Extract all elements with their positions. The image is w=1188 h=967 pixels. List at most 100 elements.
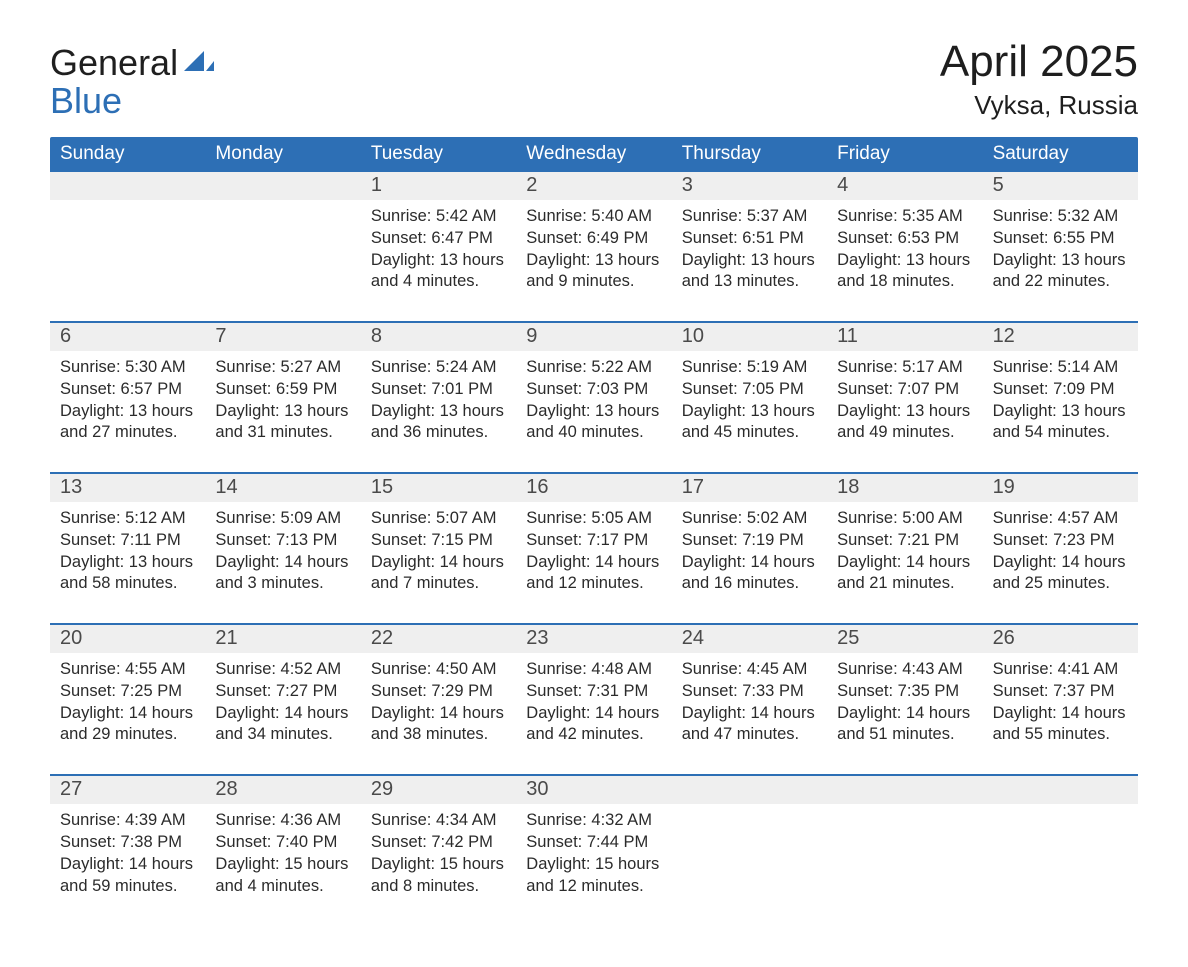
- sunset-text: Sunset: 7:21 PM: [837, 530, 972, 552]
- sunset-text: Sunset: 7:31 PM: [526, 681, 661, 703]
- sunset-text: Sunset: 6:57 PM: [60, 379, 195, 401]
- daylight-text: Daylight: 15 hours and 12 minutes.: [526, 854, 661, 898]
- day-number: 22: [361, 625, 516, 653]
- daylight-text: Daylight: 14 hours and 21 minutes.: [837, 552, 972, 596]
- title-block: April 2025 Vyksa, Russia: [940, 40, 1138, 121]
- day-number: 9: [516, 323, 671, 351]
- sunrise-text: Sunrise: 4:45 AM: [682, 659, 817, 681]
- day-cell: Sunrise: 4:45 AMSunset: 7:33 PMDaylight:…: [672, 653, 827, 756]
- daylight-text: Daylight: 14 hours and 7 minutes.: [371, 552, 506, 596]
- day-cell: Sunrise: 5:40 AMSunset: 6:49 PMDaylight:…: [516, 200, 671, 303]
- day-number: 14: [205, 474, 360, 502]
- day-cell: Sunrise: 5:12 AMSunset: 7:11 PMDaylight:…: [50, 502, 205, 605]
- day-cell: Sunrise: 4:39 AMSunset: 7:38 PMDaylight:…: [50, 804, 205, 907]
- sunrise-text: Sunrise: 5:37 AM: [682, 206, 817, 228]
- day-number: 23: [516, 625, 671, 653]
- sunrise-text: Sunrise: 5:32 AM: [993, 206, 1128, 228]
- daylight-text: Daylight: 14 hours and 25 minutes.: [993, 552, 1128, 596]
- sunset-text: Sunset: 7:13 PM: [215, 530, 350, 552]
- daynum-row: 27282930: [50, 776, 1138, 804]
- content-row: Sunrise: 5:12 AMSunset: 7:11 PM Daylight:…: [50, 502, 1138, 605]
- daylight-text: Daylight: 14 hours and 34 minutes.: [215, 703, 350, 747]
- daylight-text: Daylight: 14 hours and 51 minutes.: [837, 703, 972, 747]
- sunset-text: Sunset: 7:05 PM: [682, 379, 817, 401]
- day-number: 12: [983, 323, 1138, 351]
- sunset-text: Sunset: 7:40 PM: [215, 832, 350, 854]
- day-cell: Sunrise: 5:00 AMSunset: 7:21 PMDaylight:…: [827, 502, 982, 605]
- day-number: 6: [50, 323, 205, 351]
- day-cell: [827, 804, 982, 907]
- week-block: 12345Sunrise: 5:42 AMSunset: 6:47 PMDayl…: [50, 172, 1138, 303]
- daynum-row: 20212223242526: [50, 625, 1138, 653]
- sunrise-text: Sunrise: 5:30 AM: [60, 357, 195, 379]
- day-cell: [50, 200, 205, 303]
- daynum-row: 12345: [50, 172, 1138, 200]
- sunrise-text: Sunrise: 5:12 AM: [60, 508, 195, 530]
- sunset-text: Sunset: 7:42 PM: [371, 832, 506, 854]
- day-number: 27: [50, 776, 205, 804]
- location-label: Vyksa, Russia: [940, 90, 1138, 121]
- daylight-text: Daylight: 13 hours and 31 minutes.: [215, 401, 350, 445]
- sunrise-text: Sunrise: 5:17 AM: [837, 357, 972, 379]
- sunrise-text: Sunrise: 4:36 AM: [215, 810, 350, 832]
- daylight-text: Daylight: 14 hours and 55 minutes.: [993, 703, 1128, 747]
- daylight-text: Daylight: 13 hours and 13 minutes.: [682, 250, 817, 294]
- sunset-text: Sunset: 7:07 PM: [837, 379, 972, 401]
- daylight-text: Daylight: 14 hours and 42 minutes.: [526, 703, 661, 747]
- sunrise-text: Sunrise: 5:14 AM: [993, 357, 1128, 379]
- day-cell: Sunrise: 5:17 AMSunset: 7:07 PMDaylight:…: [827, 351, 982, 454]
- day-number: 30: [516, 776, 671, 804]
- day-number: 21: [205, 625, 360, 653]
- sunset-text: Sunset: 7:37 PM: [993, 681, 1128, 703]
- sunset-text: Sunset: 7:11 PM: [60, 530, 195, 552]
- day-number: 7: [205, 323, 360, 351]
- day-number: 2: [516, 172, 671, 200]
- day-number: 11: [827, 323, 982, 351]
- sunrise-text: Sunrise: 4:48 AM: [526, 659, 661, 681]
- weeks-container: 12345Sunrise: 5:42 AMSunset: 6:47 PMDayl…: [50, 172, 1138, 907]
- daylight-text: Daylight: 13 hours and 22 minutes.: [993, 250, 1128, 294]
- sunrise-text: Sunrise: 5:22 AM: [526, 357, 661, 379]
- sunset-text: Sunset: 7:19 PM: [682, 530, 817, 552]
- sunset-text: Sunset: 7:29 PM: [371, 681, 506, 703]
- sunset-text: Sunset: 7:33 PM: [682, 681, 817, 703]
- day-number: 28: [205, 776, 360, 804]
- day-cell: Sunrise: 5:02 AMSunset: 7:19 PMDaylight:…: [672, 502, 827, 605]
- daylight-text: Daylight: 13 hours and 9 minutes.: [526, 250, 661, 294]
- sunrise-text: Sunrise: 5:40 AM: [526, 206, 661, 228]
- day-cell: Sunrise: 4:57 AMSunset: 7:23 PMDaylight:…: [983, 502, 1138, 605]
- sunrise-text: Sunrise: 5:02 AM: [682, 508, 817, 530]
- sunrise-text: Sunrise: 4:32 AM: [526, 810, 661, 832]
- day-cell: Sunrise: 5:35 AMSunset: 6:53 PMDaylight:…: [827, 200, 982, 303]
- day-cell: Sunrise: 5:24 AMSunset: 7:01 PMDaylight:…: [361, 351, 516, 454]
- day-number: 13: [50, 474, 205, 502]
- day-cell: Sunrise: 5:19 AMSunset: 7:05 PMDaylight:…: [672, 351, 827, 454]
- day-number: [672, 776, 827, 804]
- sunrise-text: Sunrise: 5:27 AM: [215, 357, 350, 379]
- content-row: Sunrise: 5:30 AMSunset: 6:57 PM Daylight:…: [50, 351, 1138, 454]
- week-block: 20212223242526Sunrise: 4:55 AMSunset: 7:…: [50, 625, 1138, 756]
- weekday-header: Tuesday: [361, 137, 516, 172]
- daylight-text: Daylight: 14 hours and 3 minutes.: [215, 552, 350, 596]
- day-number: 16: [516, 474, 671, 502]
- day-cell: Sunrise: 4:43 AMSunset: 7:35 PMDaylight:…: [827, 653, 982, 756]
- day-number: 26: [983, 625, 1138, 653]
- day-number: [205, 172, 360, 200]
- sunrise-text: Sunrise: 5:07 AM: [371, 508, 506, 530]
- sunset-text: Sunset: 7:44 PM: [526, 832, 661, 854]
- daylight-text: Daylight: 14 hours and 12 minutes.: [526, 552, 661, 596]
- day-cell: [672, 804, 827, 907]
- daylight-text: Daylight: 14 hours and 47 minutes.: [682, 703, 817, 747]
- week-block: 27282930Sunrise: 4:39 AMSunset: 7:38 PMD…: [50, 776, 1138, 907]
- sunrise-text: Sunrise: 5:42 AM: [371, 206, 506, 228]
- day-number: 17: [672, 474, 827, 502]
- brand-line2: Blue: [50, 82, 214, 120]
- day-cell: [983, 804, 1138, 907]
- day-number: 24: [672, 625, 827, 653]
- sunset-text: Sunset: 7:27 PM: [215, 681, 350, 703]
- brand-logo: General Blue: [50, 40, 214, 120]
- sail-icon: [184, 40, 214, 78]
- day-number: 19: [983, 474, 1138, 502]
- page-title: April 2025: [940, 40, 1138, 84]
- day-number: 25: [827, 625, 982, 653]
